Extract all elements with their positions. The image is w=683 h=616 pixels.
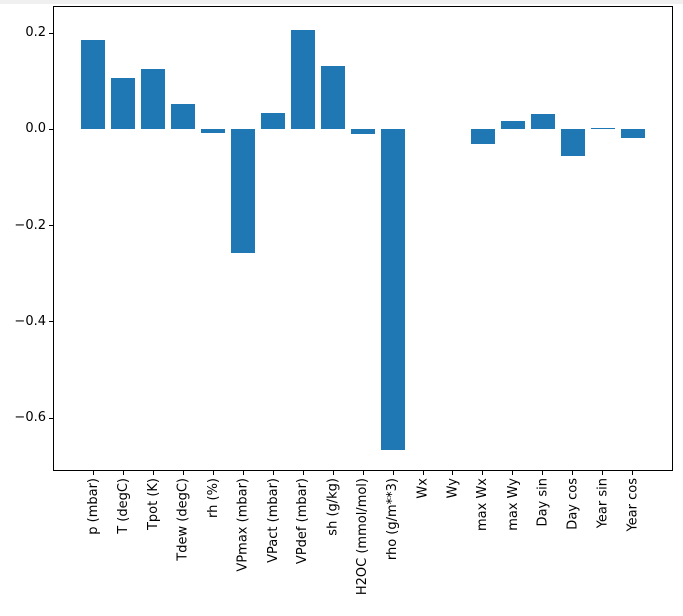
- x-tick-label: Day cos: [565, 478, 581, 530]
- x-tick-label: T (degC): [115, 478, 131, 534]
- y-tick: [49, 128, 53, 130]
- x-tick-label: Wx: [415, 478, 431, 499]
- x-tick-label: max Wy: [505, 478, 521, 531]
- x-tick-label: VPact (mbar): [265, 478, 281, 563]
- x-tick: [362, 471, 364, 475]
- bar: [291, 30, 315, 130]
- y-tick-label: −0.4: [14, 313, 46, 329]
- x-tick-label: Tdew (degC): [175, 478, 191, 561]
- y-tick: [49, 417, 53, 419]
- x-tick-label: H2OC (mmol/mol): [355, 478, 371, 596]
- y-tick-label: −0.2: [14, 217, 46, 233]
- bar: [590, 127, 615, 130]
- x-tick: [392, 471, 394, 475]
- bar: [81, 39, 106, 130]
- x-tick-label: Day sin: [535, 478, 551, 527]
- x-tick-label: Tpot (K): [145, 478, 161, 531]
- y-tick-label: −0.6: [14, 410, 46, 425]
- bar: [351, 129, 375, 134]
- y-tick: [49, 32, 53, 34]
- bar: [530, 113, 555, 130]
- bar: [111, 78, 136, 130]
- x-tick: [482, 471, 484, 475]
- bar: [500, 121, 525, 130]
- y-tick-label: 0.0: [25, 121, 46, 137]
- x-tick: [512, 471, 514, 475]
- bar: [470, 129, 495, 145]
- bar: [141, 69, 166, 130]
- y-tick: [49, 321, 53, 323]
- x-tick: [122, 471, 124, 475]
- x-tick-label: VPdef (mbar): [295, 478, 311, 565]
- x-tick-label: rho (g/m**3): [385, 478, 401, 561]
- bar: [231, 129, 256, 253]
- bar: [201, 129, 226, 134]
- window-top-edge: [0, 0, 683, 4]
- bar: [321, 65, 345, 130]
- x-tick: [242, 471, 244, 475]
- x-tick-label: max Wx: [475, 478, 491, 532]
- x-tick-label: p (mbar): [85, 478, 101, 535]
- bar: [620, 129, 645, 139]
- x-tick: [602, 471, 604, 475]
- x-tick-label: Year cos: [625, 478, 641, 532]
- x-tick: [422, 471, 424, 475]
- x-tick: [572, 471, 574, 475]
- bar: [261, 113, 286, 130]
- x-tick-label: sh (g/kg): [325, 478, 341, 536]
- y-tick-label: 0.2: [25, 25, 46, 40]
- x-tick: [92, 471, 94, 475]
- x-tick-label: Year sin: [595, 478, 611, 529]
- y-tick: [49, 225, 53, 226]
- x-tick: [632, 471, 634, 475]
- bar: [381, 129, 405, 451]
- bar: [560, 129, 585, 156]
- x-tick: [152, 471, 154, 475]
- x-tick-label: Wy: [445, 478, 461, 499]
- x-tick: [212, 471, 214, 475]
- bar: [171, 104, 196, 130]
- x-tick: [542, 471, 544, 475]
- x-tick: [302, 471, 304, 475]
- x-tick: [332, 471, 334, 475]
- x-tick: [452, 471, 454, 475]
- x-tick: [182, 471, 184, 475]
- x-tick: [272, 471, 274, 475]
- x-tick-label: VPmax (mbar): [235, 478, 251, 572]
- x-tick-label: rh (%): [205, 478, 221, 518]
